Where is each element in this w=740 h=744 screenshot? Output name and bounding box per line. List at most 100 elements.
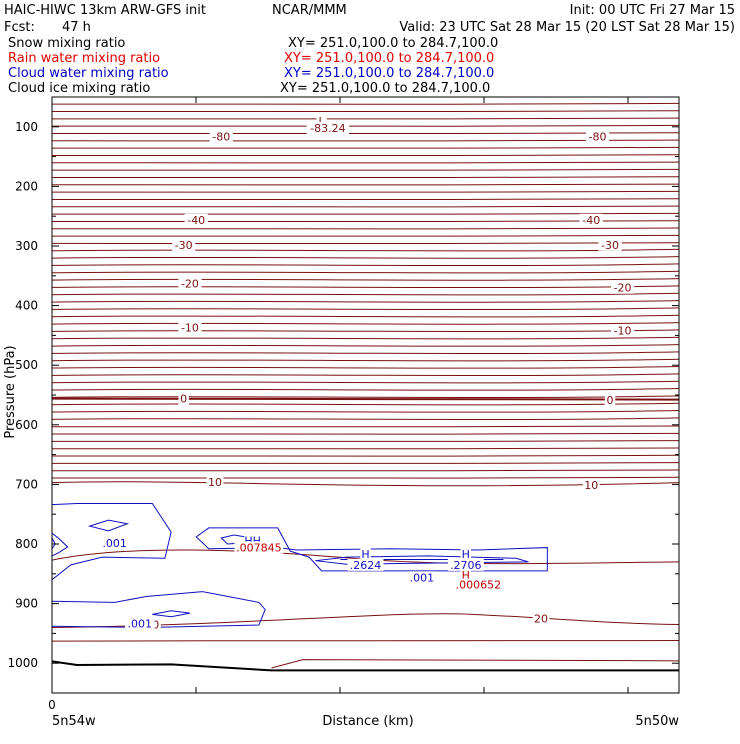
isotherm-line (51, 358, 680, 362)
isotherm-label: -80 (589, 130, 607, 143)
org-label: NCAR/MMM (272, 3, 347, 18)
isotherm-line (51, 285, 680, 289)
label-halo (579, 213, 603, 226)
label-halo (604, 393, 616, 406)
isotherm-label: -30 (601, 239, 619, 252)
isotherm-line (51, 329, 680, 333)
x-tick-label-0: 0 (48, 698, 56, 712)
isotherm-line (51, 476, 680, 479)
cloud-water-label: .001 (128, 617, 153, 630)
isotherm-line (51, 146, 680, 149)
label-halo (460, 568, 472, 581)
label-halo (453, 578, 503, 591)
isotherm-label: -30 (175, 239, 193, 252)
isotherm-line (51, 440, 680, 442)
isotherm-label: -80 (212, 130, 230, 143)
isotherm-line (51, 154, 680, 157)
label-halo (178, 277, 202, 290)
isotherm-line (51, 132, 680, 135)
fcst-value: 47 h (62, 20, 91, 35)
y-tick-label: 300 (15, 239, 38, 253)
label-halo (460, 548, 472, 561)
cloud-water-contour (315, 555, 529, 565)
y-tick-label: 500 (15, 358, 38, 372)
isotherm-label: -40 (582, 214, 600, 227)
isotherm-zero (51, 397, 680, 401)
label-halo (532, 612, 550, 625)
label-halo (206, 476, 224, 489)
isotherm-line (51, 168, 680, 171)
cloud-water-contour (152, 610, 191, 618)
cloud-water-label: H (462, 548, 470, 561)
fcst-label: Fcst: (4, 20, 35, 35)
isotherm-line (51, 248, 680, 252)
label-halo (178, 392, 189, 405)
isotherm-line (51, 373, 680, 377)
isotherm-line (51, 242, 680, 244)
surface-isotherm (271, 659, 680, 669)
init-time: Init: 00 UTC Fri 27 Mar 15 (570, 3, 735, 18)
x-right-label: 5n50w (635, 714, 679, 729)
label-halo (172, 238, 196, 251)
label-halo (360, 548, 371, 561)
rain-label: H (462, 569, 470, 582)
rain-label: .007845 (236, 542, 282, 555)
isotherm-label: -10 (181, 322, 199, 335)
isotherm-line (51, 344, 680, 347)
isotherm-line (51, 110, 680, 113)
label-halo (407, 571, 437, 584)
isotherm-line (51, 432, 680, 435)
isotherm-line (51, 322, 680, 325)
label-halo (124, 617, 155, 630)
field-rain-name: Rain water mixing ratio (8, 51, 160, 66)
isotherm-line (51, 256, 680, 259)
isotherm-line (51, 314, 680, 318)
isotherm-label: -10 (614, 325, 632, 338)
isotherm-line (51, 351, 680, 355)
isotherm-line (51, 278, 680, 281)
model-title: HAIC-HIWC 13km ARW-GFS init (4, 3, 206, 18)
label-halo (585, 130, 610, 143)
cloud-water-label: .001 (410, 571, 435, 584)
field-cloudice-name: Cloud ice mixing ratio (8, 81, 150, 96)
isotherm-line (51, 447, 680, 450)
isotherm-line (51, 388, 680, 391)
contour-labels: -80 -80L-83.24-40 -40-30 -30-20 -20-10 -100 01… (99, 114, 635, 631)
y-tick-label: 200 (15, 179, 38, 193)
isotherm-label: 10 (584, 479, 598, 492)
field-rain-xy: XY= 251.0,100.0 to 284.7,100.0 (284, 51, 494, 66)
y-axis-label: Pressure (hPa) (3, 345, 18, 438)
ground-surface (51, 659, 680, 672)
ground-line (51, 660, 679, 672)
isotherm-line (51, 454, 680, 457)
field-snow-xy: XY= 251.0,100.0 to 284.7,100.0 (288, 36, 498, 51)
field-snow-name: Snow mixing ratio (8, 36, 125, 51)
label-halo (347, 558, 384, 571)
isotherm-line (51, 270, 680, 274)
isotherm-label: L (319, 115, 326, 128)
isotherm-line (51, 205, 680, 208)
isotherm-line (51, 336, 680, 340)
isotherm-line (51, 183, 680, 186)
label-halo (447, 558, 484, 571)
temperature-contours (51, 102, 680, 642)
isotherm-line (51, 263, 680, 267)
field-cloudwater-name: Cloud water mixing ratio (8, 66, 169, 81)
label-halo (184, 213, 208, 226)
isotherm-line (51, 102, 680, 105)
cloud-water-contour (51, 502, 172, 581)
label-halo (234, 541, 284, 554)
label-halo (598, 238, 622, 251)
isotherm-label: -20 (614, 282, 632, 295)
y-tick-label: 700 (15, 477, 38, 491)
isotherm-line (51, 139, 680, 142)
field-cloudwater-xy: XY= 251.0,100.0 to 284.7,100.0 (284, 66, 494, 81)
isotherm-label: 10 (208, 476, 222, 489)
isotherm-label: 20 (534, 613, 548, 626)
field-cloudice-xy: XY= 251.0,100.0 to 284.7,100.0 (280, 81, 490, 96)
y-tick-label: 400 (15, 299, 38, 313)
isotherm-line-low (51, 640, 680, 642)
isotherm-line-low (51, 613, 680, 628)
